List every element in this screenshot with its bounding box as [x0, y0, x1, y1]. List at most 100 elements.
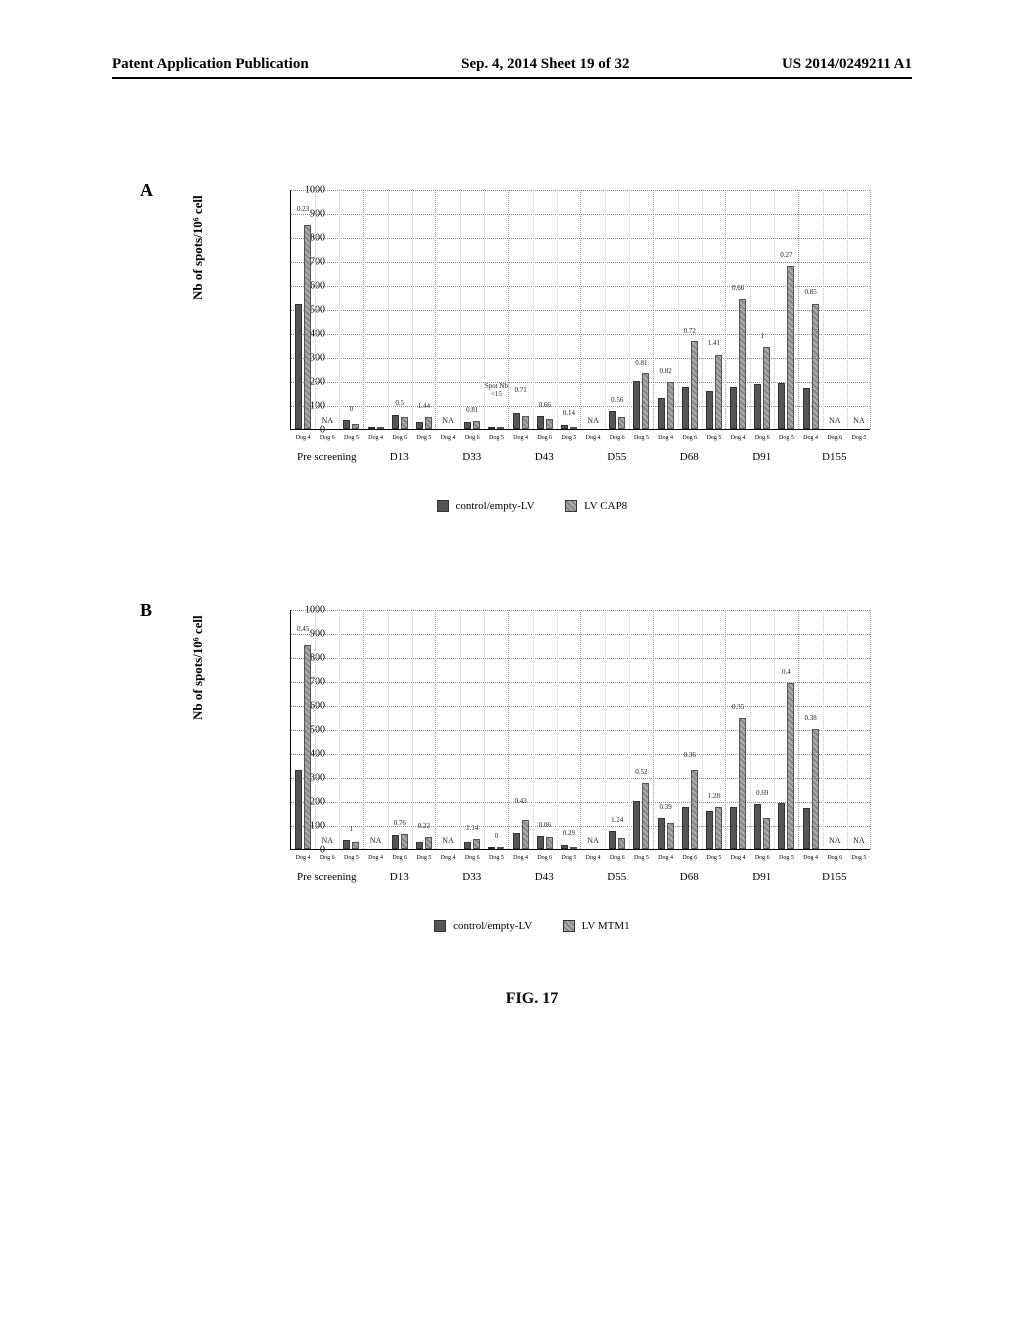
inner-vline [750, 189, 751, 429]
dog-label: Dog 4 [803, 855, 818, 861]
bar-lv [715, 355, 722, 429]
value-label: 0.72 [678, 327, 702, 335]
legend-ctrl-label: control/empty-LV [456, 500, 535, 512]
bar-ctrl [416, 422, 423, 429]
bar-lv [787, 266, 794, 429]
panel-b-legend: control/empty-LV LV MTM1 [140, 920, 924, 932]
group-label: D43 [509, 451, 581, 463]
dog-label: Dog 5 [779, 855, 794, 861]
bar-ctrl [682, 387, 689, 429]
dog-label: Dog 4 [296, 855, 311, 861]
dog-label: Dog 5 [561, 435, 576, 441]
group: D68Dog 40.39Dog 60.36Dog 51.28 [654, 610, 727, 849]
group-label: Pre screening [291, 871, 363, 883]
header-left: Patent Application Publication [112, 56, 309, 73]
panel-a-label: A [140, 180, 153, 201]
group: D91Dog 40.35Dog 60.69Dog 50.4 [726, 610, 799, 849]
value-label: Spot Nb <15 [484, 382, 508, 398]
bar-ctrl [803, 808, 810, 849]
bar-ctrl [513, 833, 520, 849]
panel-b-chart: 01002003004005006007008009001000Pre scre… [250, 610, 870, 910]
group: D91Dog 40.66Dog 61Dog 50.27 [726, 190, 799, 429]
group: D155Dog 40.85Dog 6NADog 5NA [799, 190, 872, 429]
dog-label: Dog 5 [416, 435, 431, 441]
bar-ctrl [754, 804, 761, 849]
group: D43Dog 40.71Dog 60.66Dog 50.14 [509, 190, 582, 429]
value-label: 0 [339, 405, 363, 413]
panel-b-ylabel: Nb of spots/10⁶ cell [190, 615, 206, 720]
value-label: 0.35 [726, 703, 750, 711]
value-label: 1 [750, 332, 774, 340]
value-label: 0.52 [629, 768, 653, 776]
bar-lv [667, 382, 674, 429]
bar-ctrl [392, 415, 399, 429]
na-label: NA [315, 836, 339, 845]
dog-label: Dog 6 [755, 855, 770, 861]
legend-lv-swatch-b [563, 920, 575, 932]
dog-label: Dog 6 [682, 855, 697, 861]
group-label: D68 [654, 451, 726, 463]
bar-lv [546, 419, 553, 429]
bar-lv [497, 427, 504, 429]
dog-label: Dog 4 [441, 435, 456, 441]
value-label: 0.43 [509, 797, 533, 805]
bar-lv [812, 304, 819, 429]
bar-lv [618, 417, 625, 429]
group: Pre screeningDog 40.45Dog 6NADog 51 [291, 610, 364, 849]
inner-vline [629, 609, 630, 849]
value-label: 0.66 [533, 401, 557, 409]
inner-vline [847, 609, 848, 849]
group: D13Dog 4NADog 60.76Dog 50.22 [364, 610, 437, 849]
panel-b: B Nb of spots/10⁶ cell 01002003004005006… [140, 600, 924, 980]
bar-ctrl [392, 835, 399, 849]
group-label: D33 [436, 451, 508, 463]
bar-lv [425, 417, 432, 429]
bar-lv [522, 820, 529, 849]
bar-lv [715, 807, 722, 849]
bar-ctrl [778, 383, 785, 429]
inner-vline [484, 609, 485, 849]
group-label: D55 [581, 871, 653, 883]
group-label: D91 [726, 871, 798, 883]
group-label: D13 [364, 451, 436, 463]
value-label: 0.4 [774, 668, 798, 676]
inner-vline [629, 189, 630, 429]
dog-label: Dog 6 [465, 855, 480, 861]
bar-ctrl [464, 422, 471, 429]
dog-label: Dog 5 [706, 855, 721, 861]
inner-vline [557, 609, 558, 849]
bar-lv [739, 299, 746, 429]
legend-ctrl-b: control/empty-LV [434, 920, 532, 932]
inner-vline [823, 609, 824, 849]
dog-label: Dog 5 [851, 435, 866, 441]
legend-ctrl-label-b: control/empty-LV [453, 920, 532, 932]
value-label: 0.14 [557, 409, 581, 417]
legend-ctrl: control/empty-LV [437, 500, 535, 512]
dog-label: Dog 4 [658, 855, 673, 861]
inner-vline [605, 609, 606, 849]
inner-vline [460, 189, 461, 429]
value-label: 1.28 [702, 792, 726, 800]
inner-vline [678, 189, 679, 429]
bar-ctrl [537, 836, 544, 849]
value-label: 1 [339, 825, 363, 833]
bar-ctrl [609, 411, 616, 429]
bar-lv [787, 683, 794, 849]
bar-ctrl [416, 842, 423, 849]
bar-ctrl [633, 381, 640, 429]
group-label: D155 [799, 871, 871, 883]
inner-vline [605, 189, 606, 429]
group-label: D155 [799, 451, 871, 463]
legend-ctrl-swatch-b [434, 920, 446, 932]
bar-lv [642, 373, 649, 429]
value-label: 0.06 [533, 821, 557, 829]
group: D155Dog 40.38Dog 6NADog 5NA [799, 610, 872, 849]
dog-label: Dog 5 [634, 435, 649, 441]
dog-label: Dog 4 [731, 855, 746, 861]
dog-label: Dog 5 [489, 435, 504, 441]
group: D13Dog 4Dog 60.5Dog 51.44 [364, 190, 437, 429]
dog-label: Dog 4 [368, 855, 383, 861]
group-label: Pre screening [291, 451, 363, 463]
value-label: 0.82 [654, 367, 678, 375]
bar-lv [546, 837, 553, 849]
